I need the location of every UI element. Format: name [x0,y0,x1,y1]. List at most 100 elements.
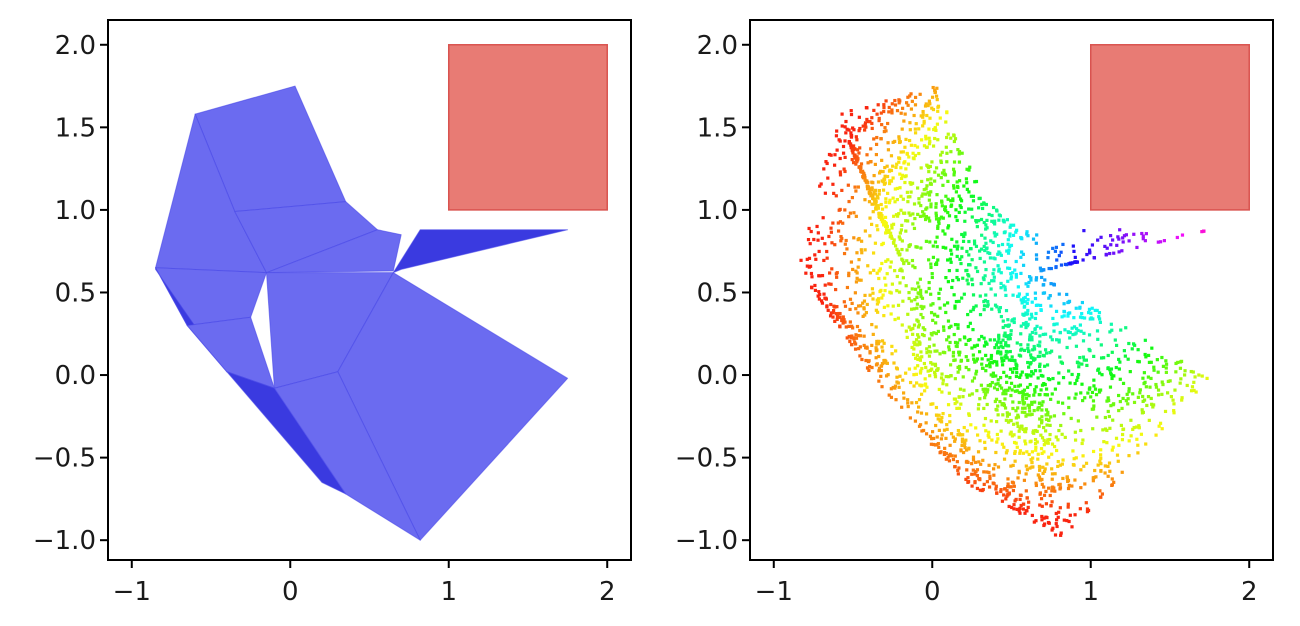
scatter-point [855,251,859,255]
scatter-point [849,260,854,264]
scatter-point [966,358,970,362]
scatter-point [1068,381,1072,385]
scatter-point [1034,257,1039,261]
scatter-point [913,153,917,158]
scatter-point [1024,396,1029,400]
scatter-point [913,266,917,270]
scatter-point [1030,402,1034,406]
scatter-point [931,255,936,259]
scatter-point [1014,275,1018,279]
scatter-point [907,211,911,215]
scatter-point [899,228,904,232]
scatter-point [924,421,928,425]
scatter-point [1127,387,1131,391]
scatter-point [933,179,937,183]
scatter-point [1111,445,1115,449]
scatter-point [927,142,932,146]
scatter-point [879,137,883,141]
scatter-point [834,134,839,138]
scatter-point [1118,399,1122,404]
scatter-point [1041,268,1046,272]
scatter-point [1067,405,1071,410]
scatter-point [985,402,989,407]
scatter-point [927,349,931,354]
scatter-point [911,332,915,336]
scatter-point [1004,392,1008,396]
scatter-point [1033,441,1038,446]
scatter-point [880,207,885,211]
scatter-point [919,203,923,208]
scatter-point [925,184,929,188]
scatter-point [1179,377,1183,381]
scatter-point [956,468,960,472]
scatter-point [1026,346,1030,351]
scatter-point [953,439,957,443]
scatter-point [966,282,970,286]
scatter-point [874,207,879,211]
scatter-point [1038,340,1042,344]
scatter-point [897,385,901,389]
scatter-point [841,221,845,225]
scatter-point [963,336,967,340]
scatter-point [837,138,841,142]
y-tick-label: 0.5 [697,278,738,308]
scatter-point [936,104,941,108]
scatter-point [1070,261,1075,265]
scatter-point [997,307,1001,311]
scatter-point [854,280,859,284]
scatter-point [935,349,939,353]
scatter-point [1057,371,1061,375]
scatter-point [834,272,838,276]
scatter-point [843,304,848,308]
scatter-point [1033,316,1038,321]
scatter-point [999,429,1003,433]
scatter-point [1005,249,1009,253]
scatter-point [1109,371,1113,375]
scatter-point [971,308,975,312]
scatter-point [817,249,821,254]
scatter-point [1015,389,1019,393]
scatter-point [852,128,856,132]
scatter-point [880,362,885,366]
scatter-point [1039,373,1043,378]
scatter-point [942,328,946,332]
scatter-point [1027,500,1031,504]
scatter-point [955,460,959,464]
scatter-point [1038,401,1042,405]
scatter-point [980,202,984,206]
scatter-point [1093,468,1097,473]
scatter-point [970,472,974,476]
scatter-point [900,247,904,252]
scatter-point [960,443,964,448]
scatter-point [911,212,915,216]
scatter-point [965,429,969,433]
scatter-point [1000,356,1004,360]
scatter-point [891,222,896,226]
scatter-point [1004,353,1008,357]
scatter-point [1120,470,1124,474]
scatter-point [906,103,910,107]
scatter-point [1004,334,1008,339]
scatter-point [986,433,990,438]
scatter-point [1156,240,1160,244]
scatter-point [1022,478,1027,482]
scatter-point [881,180,885,184]
scatter-point [990,219,994,223]
scatter-point [972,305,976,310]
scatter-point [1059,263,1064,267]
scatter-point [1067,299,1072,303]
scatter-point [877,192,881,196]
x-tick-label: 0 [924,577,941,607]
scatter-point [898,374,902,378]
scatter-point [840,112,844,116]
scatter-point [974,244,979,248]
scatter-point [1007,491,1011,495]
scatter-point [1038,266,1042,270]
scatter-point [996,404,1000,408]
scatter-point [1141,376,1145,380]
scatter-point [1120,406,1124,411]
scatter-point [945,338,949,342]
scatter-point [935,97,939,102]
scatter-point [1038,417,1042,421]
scatter-point [920,138,924,142]
